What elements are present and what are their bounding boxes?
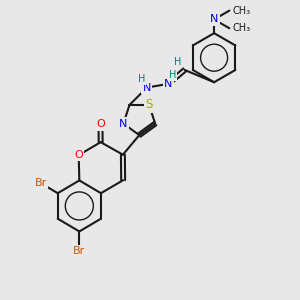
- Text: S: S: [146, 98, 153, 112]
- Text: O: O: [74, 150, 83, 160]
- Text: N: N: [143, 82, 151, 93]
- Text: CH₃: CH₃: [232, 6, 250, 16]
- Text: N: N: [119, 118, 128, 129]
- Text: H: H: [174, 57, 182, 67]
- Text: H: H: [169, 70, 177, 80]
- Text: N: N: [210, 14, 218, 24]
- Text: CH₃: CH₃: [232, 23, 250, 33]
- Text: H: H: [138, 74, 146, 84]
- Text: O: O: [96, 119, 105, 130]
- Text: Br: Br: [35, 178, 47, 188]
- Text: Br: Br: [73, 246, 86, 256]
- Text: N: N: [164, 79, 172, 89]
